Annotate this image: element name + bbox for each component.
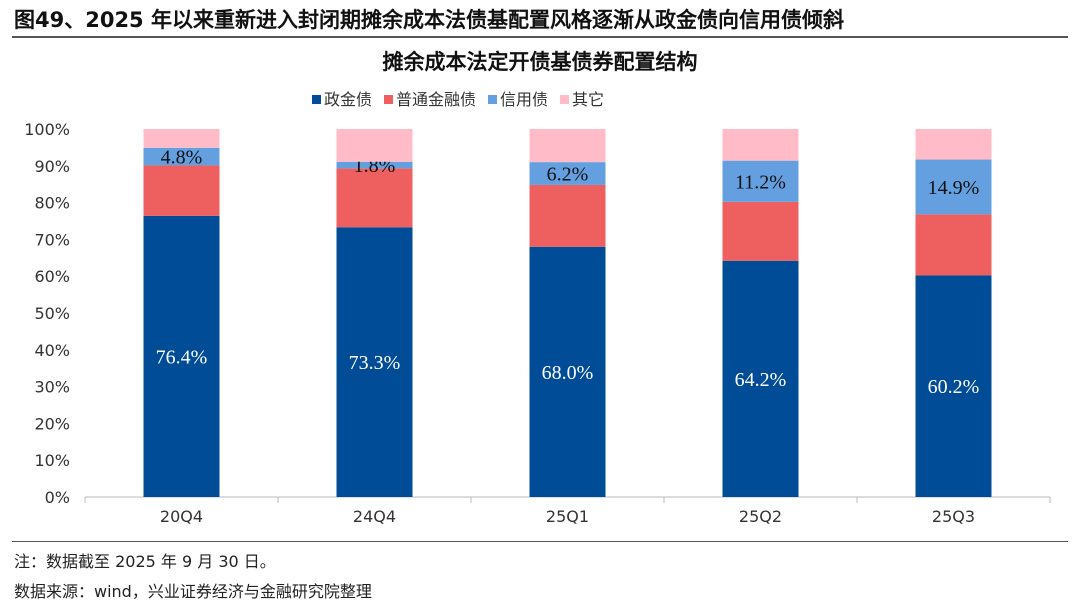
source-note: 数据来源：wind，兴业证券经济与金融研究院整理 — [14, 582, 372, 601]
bar-segment-信用债 — [529, 162, 606, 185]
x-tick-label: 20Q4 — [160, 507, 203, 526]
data-label: 73.3% — [349, 352, 401, 374]
y-tick-label: 40% — [34, 341, 70, 360]
bar-segment-普通金融债 — [529, 184, 606, 247]
legend-label: 普通金融债 — [396, 90, 476, 109]
bar-segment-其它 — [915, 129, 992, 160]
legend-swatch — [384, 95, 393, 104]
bar-segment-信用债 — [722, 160, 799, 202]
data-label: 6.2% — [547, 164, 589, 186]
footnote: 注：数据截至 2025 年 9 月 30 日。 — [14, 552, 276, 571]
bar-segment-信用债 — [143, 147, 220, 166]
data-label: 11.2% — [735, 171, 786, 193]
bar-segment-政金债 — [529, 246, 606, 497]
bar-segment-政金债 — [915, 275, 992, 497]
data-label: 76.4% — [156, 346, 208, 368]
y-tick-label: 90% — [34, 157, 70, 176]
y-tick-label: 0% — [45, 488, 70, 507]
bar-segment-其它 — [722, 129, 799, 161]
bar-segment-政金债 — [143, 215, 220, 497]
bar-segment-其它 — [336, 129, 413, 162]
y-tick-label: 30% — [34, 378, 70, 397]
bar-segment-普通金融债 — [915, 214, 992, 276]
bar-segment-其它 — [529, 129, 606, 163]
data-label: 64.2% — [735, 369, 787, 391]
footer-rule — [12, 541, 1068, 542]
y-tick-label: 60% — [34, 267, 70, 286]
data-label: 14.9% — [928, 177, 980, 199]
x-tick-label: 25Q3 — [932, 507, 975, 526]
bar-segment-政金债 — [722, 260, 799, 497]
figure-title: 图49、2025 年以来重新进入封闭期摊余成本法债基配置风格逐渐从政金债向信用债… — [14, 8, 844, 32]
x-tick-label: 25Q2 — [739, 507, 782, 526]
data-label: 60.2% — [928, 376, 980, 398]
bar-segment-其它 — [143, 129, 220, 148]
x-tick-label: 24Q4 — [353, 507, 396, 526]
bar-segment-普通金融债 — [336, 168, 413, 228]
bar-segment-信用债 — [336, 161, 413, 169]
legend-label: 其它 — [572, 90, 604, 109]
bar-segment-普通金融债 — [722, 201, 799, 261]
y-tick-label: 80% — [34, 194, 70, 213]
y-tick-label: 20% — [34, 414, 70, 433]
legend-label: 信用债 — [500, 90, 548, 109]
bar-segment-政金债 — [336, 227, 413, 498]
legend-swatch — [488, 95, 497, 104]
legend-swatch — [560, 95, 569, 104]
bar-segment-普通金融债 — [143, 165, 220, 216]
legend-swatch — [312, 95, 321, 104]
data-label: 68.0% — [542, 362, 594, 384]
title-rule — [12, 36, 1068, 38]
data-label: 4.8% — [161, 147, 203, 169]
bar-segment-信用债 — [915, 159, 992, 215]
x-tick-label: 25Q1 — [546, 507, 589, 526]
chart-title: 摊余成本法定开债基债券配置结构 — [382, 50, 698, 74]
y-tick-label: 50% — [34, 304, 70, 323]
legend-label: 政金债 — [324, 90, 372, 109]
y-tick-label: 10% — [34, 451, 70, 470]
y-tick-label: 70% — [34, 230, 70, 249]
y-tick-label: 100% — [24, 120, 70, 139]
